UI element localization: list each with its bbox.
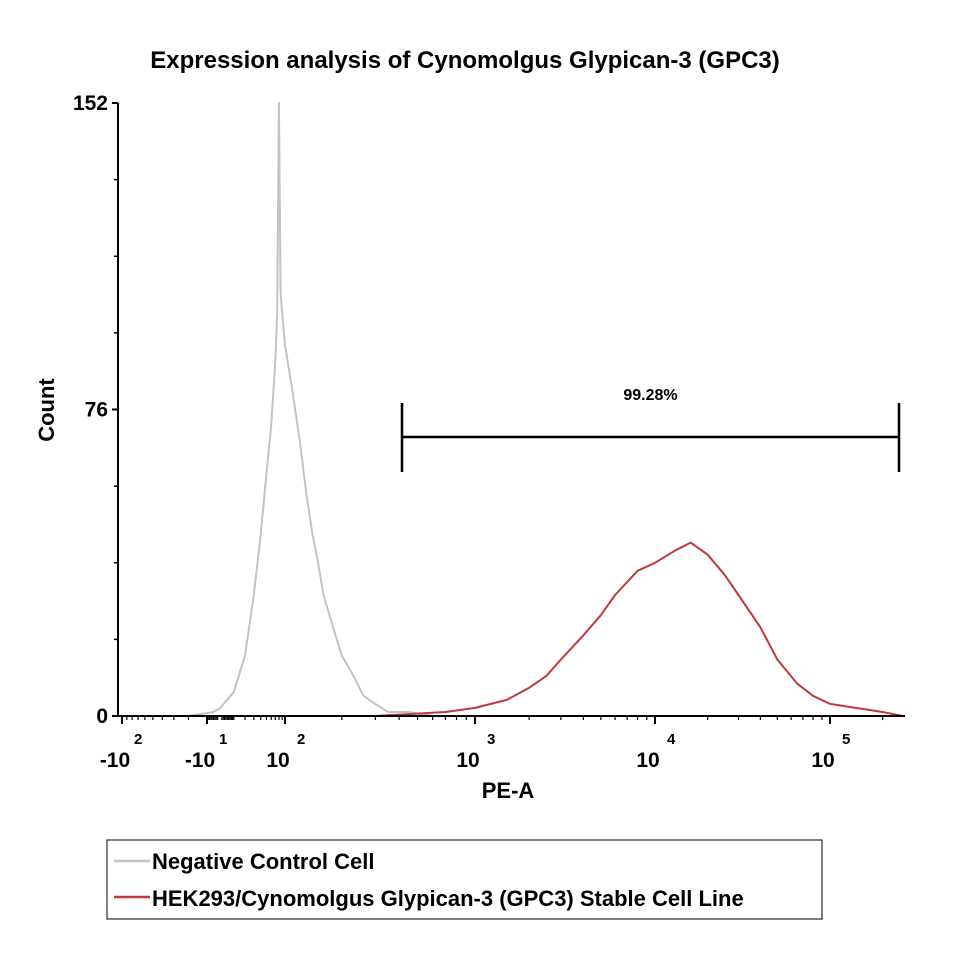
y-axis-label: Count (34, 378, 59, 442)
x-tick-label: -10 (185, 749, 215, 772)
gate-percentage-label: 99.28% (623, 387, 677, 404)
y-tick-label: 76 (85, 399, 108, 422)
x-tick-exponent: 3 (487, 731, 495, 748)
x-tick-label: -10 (100, 749, 130, 772)
legend: Negative Control Cell HEK293/Cynomolgus … (106, 839, 823, 920)
x-tick-label: 10 (266, 749, 289, 772)
legend-box (106, 839, 823, 920)
x-tick-exponent: 5 (842, 731, 850, 748)
x-tick-exponent: 2 (297, 731, 305, 748)
y-tick-label: 152 (73, 92, 108, 115)
chart-title: Expression analysis of Cynomolgus Glypic… (150, 47, 780, 74)
x-tick-exponent: 1 (219, 731, 227, 748)
legend-label-negative-control: Negative Control Cell (152, 849, 374, 874)
x-axis-label: PE-A (482, 778, 535, 803)
x-tick-exponent: 4 (667, 731, 676, 748)
series-stable-cell-line (271, 541, 903, 717)
x-tick-exponent: 2 (134, 731, 142, 748)
series-layer (122, 102, 903, 717)
gate-layer: 99.28% (400, 387, 901, 472)
y-tick-label: 0 (96, 705, 108, 728)
x-tick-label: 10 (636, 749, 659, 772)
x-tick-label: 10 (811, 749, 834, 772)
series-negative-control (122, 102, 433, 717)
x-tick-label: 10 (456, 749, 479, 772)
legend-label-stable-cell-line: HEK293/Cynomolgus Glypican-3 (GPC3) Stab… (152, 886, 744, 911)
